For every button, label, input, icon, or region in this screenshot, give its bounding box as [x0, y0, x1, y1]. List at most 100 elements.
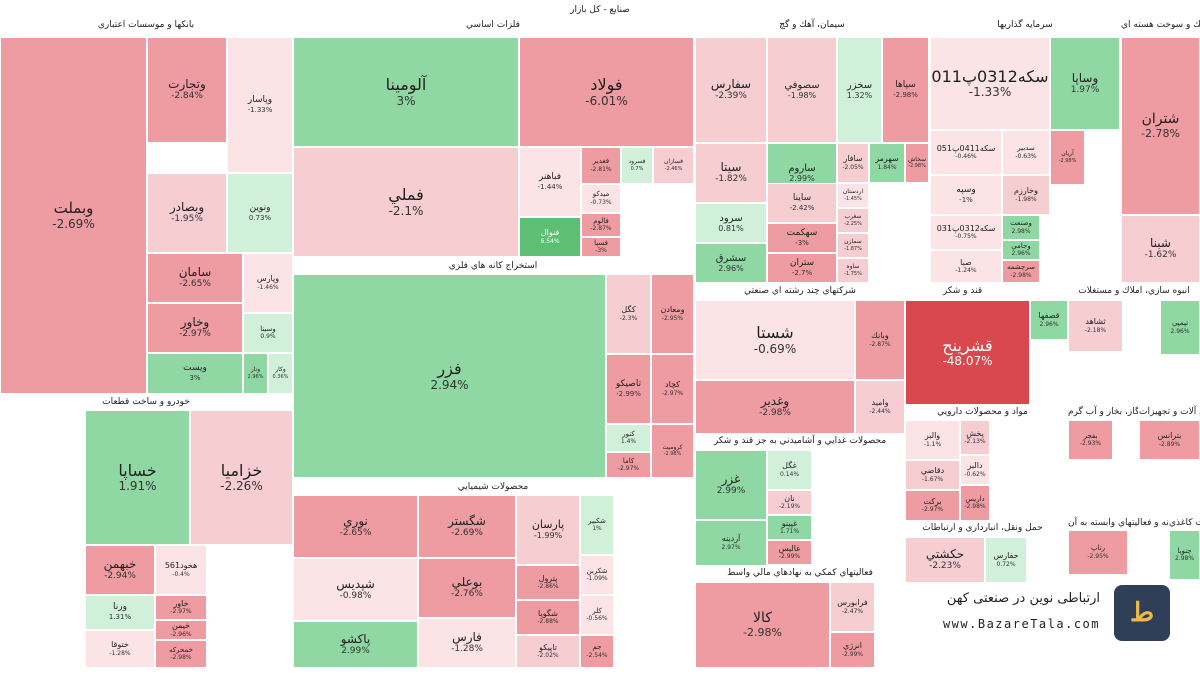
stock-tile[interactable]: فنوال 6.54% [519, 217, 581, 257]
stock-tile[interactable]: پترول -2.86% [516, 565, 580, 600]
sector-header[interactable]: ماشين آلات و تجهيزات [1139, 407, 1200, 417]
stock-tile[interactable]: وتجارت -2.84% [147, 37, 227, 143]
stock-tile[interactable]: وپاسار -1.33% [227, 37, 293, 173]
stock-tile[interactable]: خاور -2.97% [155, 595, 207, 620]
stock-tile[interactable]: فرابورس -2.47% [830, 582, 875, 632]
stock-tile[interactable]: ثشاهد -2.18% [1068, 300, 1123, 352]
sector-header[interactable]: محصولات شيميايي [457, 482, 529, 492]
stock-tile[interactable]: شستا -0.69% [695, 300, 855, 380]
stock-tile[interactable]: تاپيكو -2.02% [516, 635, 580, 668]
stock-tile[interactable]: ونار 2.96% [243, 353, 268, 394]
stock-tile[interactable]: فزر 2.94% [293, 274, 606, 478]
stock-tile[interactable]: دقاضي -1.67% [905, 460, 960, 490]
stock-tile[interactable]: سكه0411پ051 -0.46% [930, 130, 1002, 175]
stock-tile[interactable]: سكه0312پ011 -1.33% [930, 37, 1050, 130]
stock-tile[interactable]: فغدير -2.81% [581, 147, 621, 184]
stock-tile[interactable]: وسپه -1% [930, 175, 1002, 215]
stock-tile[interactable]: وخارزم -1.98% [1002, 175, 1050, 215]
stock-tile[interactable]: وصنعت 2.98% [1002, 215, 1040, 240]
stock-tile[interactable]: ويست 3% [147, 353, 243, 394]
sector-header[interactable]: بانكها و موسسات اعتباري [97, 20, 195, 30]
stock-tile[interactable]: كلر -0.56% [580, 595, 614, 635]
stock-tile[interactable]: آردينه 2.97% [695, 520, 767, 566]
stock-tile[interactable]: وبصادر -1.95% [147, 173, 227, 253]
stock-tile[interactable]: وخاور -2.97% [147, 303, 243, 353]
stock-tile[interactable]: سصوفي -1.98% [767, 37, 837, 143]
stock-tile[interactable]: دالبر -0.62% [960, 455, 990, 485]
stock-tile[interactable]: سيتا -1.82% [695, 143, 767, 203]
stock-tile[interactable]: غزر 2.99% [695, 450, 767, 520]
stock-tile[interactable]: سغرب -2.25% [837, 208, 869, 233]
sector-header[interactable]: استخراج كانه هاي فلزي [448, 261, 538, 271]
stock-tile[interactable]: رتاپ -2.95% [1068, 530, 1128, 575]
stock-tile[interactable]: صبا -1.24% [930, 250, 1002, 283]
stock-tile[interactable]: اردستان -1.45% [837, 183, 869, 208]
sector-header[interactable]: انبوه سازي، املاك و مستغلات [1078, 286, 1190, 296]
stock-tile[interactable]: كگل -2.3% [606, 274, 651, 354]
stock-tile[interactable]: شگستر -2.69% [418, 495, 516, 558]
sector-header[interactable]: عرضه برق، گاز، بخار و آب گرم [1068, 407, 1138, 417]
stock-tile[interactable]: خزامیا -2.26% [190, 410, 293, 545]
stock-tile[interactable]: آريان -2.98% [1050, 130, 1085, 185]
stock-tile[interactable]: وساپا 1.97% [1050, 37, 1120, 130]
stock-tile[interactable]: ورنا 1.31% [85, 595, 155, 630]
sector-header[interactable]: سرمايه گذاريها [997, 20, 1053, 30]
stock-tile[interactable]: وسينا 0.9% [243, 313, 293, 353]
stock-tile[interactable]: كاما -2.97% [606, 452, 651, 478]
stock-tile[interactable]: سهرمز 1.84% [869, 143, 905, 183]
sector-header[interactable]: رايانه و فعاليتهاي وابسته به آن [1068, 518, 1168, 528]
stock-tile[interactable]: سهكمت -3% [767, 223, 837, 253]
stock-tile[interactable]: بفجر -2.93% [1068, 420, 1113, 460]
stock-tile[interactable]: آلومينا 3% [293, 37, 519, 147]
stock-tile[interactable]: نان -2.19% [767, 490, 812, 515]
stock-tile[interactable]: واميد -2.44% [855, 380, 905, 434]
stock-tile[interactable]: غگل 0.14% [767, 450, 812, 490]
stock-tile[interactable]: سرچشمه -2.98% [1002, 260, 1040, 283]
sector-header[interactable]: محصولات غذايي و آشاميدني به جز قند و شكر [713, 436, 887, 446]
stock-tile[interactable]: شپديس -0.98% [293, 558, 418, 621]
stock-tile[interactable]: وبانك -2.87% [855, 300, 905, 380]
sector-header[interactable]: فراورده هاي نفتي، كك و سوخت هسته اي [1121, 20, 1200, 30]
stock-tile[interactable]: پاكشو 2.99% [293, 621, 418, 668]
stock-tile[interactable]: هخود561 -0.4% [155, 545, 207, 595]
stock-tile[interactable]: شبنا -1.62% [1121, 215, 1200, 283]
stock-tile[interactable]: فسازان -2.46% [653, 147, 694, 184]
sector-header[interactable]: فلزات اساسي [466, 20, 520, 30]
stock-tile[interactable]: سپاها -2.98% [882, 37, 929, 143]
stock-tile[interactable]: سخزر 1.32% [837, 37, 882, 143]
sector-header[interactable]: خودرو و ساخت قطعات [102, 397, 190, 407]
stock-tile[interactable]: ستران -2.7% [767, 253, 837, 283]
stock-tile[interactable]: شتران -2.78% [1121, 37, 1200, 215]
stock-tile[interactable]: سمازن -1.87% [837, 233, 869, 258]
stock-tile[interactable]: ساوه -1.75% [837, 258, 869, 283]
sector-header[interactable]: محصولات كاغذي [1169, 518, 1200, 528]
stock-tile[interactable]: سفارس -2.39% [695, 37, 767, 143]
stock-tile[interactable]: كنور 1.4% [606, 424, 651, 452]
stock-tile[interactable]: غپينو 1.71% [767, 515, 812, 540]
stock-tile[interactable]: ومعادن -2.95% [651, 274, 694, 354]
stock-tile[interactable]: فملي -2.1% [293, 147, 519, 257]
stock-tile[interactable]: ساينا -2.42% [767, 183, 837, 223]
stock-tile[interactable]: شكبير 1% [580, 495, 614, 555]
stock-tile[interactable]: بركت -2.97% [905, 490, 960, 521]
stock-tile[interactable]: نوري -2.65% [293, 495, 418, 558]
stock-tile[interactable]: چنوپا 2.98% [1169, 530, 1200, 580]
sector-header[interactable]: حمل ونقل، انبارداري و ارتباطات [922, 523, 1043, 533]
stock-tile[interactable]: جم -2.54% [580, 635, 614, 668]
brand-url[interactable]: www.BazareTala.com [942, 617, 1100, 631]
stock-tile[interactable]: قصفها 2.96% [1030, 300, 1068, 340]
stock-tile[interactable]: پخش -2.13% [960, 420, 990, 455]
stock-tile[interactable]: وغدير -2.98% [695, 380, 855, 434]
stock-tile[interactable]: غاليس -2.99% [767, 540, 812, 565]
stock-tile[interactable]: سكه0312پ031 -0.75% [930, 215, 1002, 250]
stock-tile[interactable]: والبر -1.1% [905, 420, 960, 460]
stock-tile[interactable]: قشرينح -48.07% [905, 300, 1030, 405]
stock-tile[interactable]: تاصيكو -2.99% [606, 354, 651, 424]
sector-header[interactable]: سيمان، آهك و گچ [779, 20, 845, 30]
sector-header[interactable]: قند و شكر [942, 286, 983, 296]
stock-tile[interactable]: سدبير -0.63% [1002, 130, 1050, 175]
stock-tile[interactable]: كروميت -2.98% [651, 424, 694, 478]
stock-tile[interactable]: وكار 0.36% [268, 353, 293, 394]
stock-tile[interactable]: ميدكو -0.73% [581, 184, 621, 213]
stock-tile[interactable]: خساپا 1.91% [85, 410, 190, 545]
